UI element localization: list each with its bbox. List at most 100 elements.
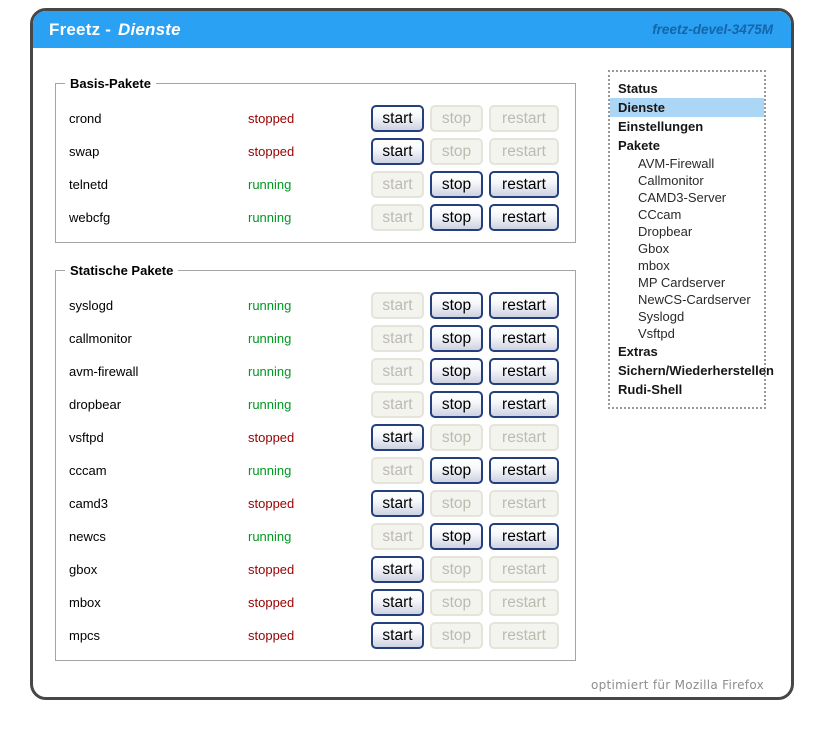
group-legend: Statische Pakete [65, 263, 179, 278]
sidebar-item-rudi-shell[interactable]: Rudi-Shell [618, 382, 683, 397]
page-title: Freetz - Dienste [49, 20, 181, 40]
service-name: callmonitor [69, 331, 132, 346]
stop-button: stop [430, 622, 483, 649]
sidebar-item-camd3-server[interactable]: CAMD3-Server [638, 190, 727, 205]
sidebar-item-newcs-cardserver[interactable]: NewCS-Cardserver [638, 292, 751, 307]
service-row: telnetd running start stop restart [69, 168, 563, 201]
page-name-label: Dienste [118, 19, 181, 39]
restart-button[interactable]: restart [489, 171, 559, 198]
action-buttons: start stop restart [371, 292, 559, 319]
stop-button: stop [430, 424, 483, 451]
restart-button: restart [489, 138, 559, 165]
start-button[interactable]: start [371, 556, 424, 583]
service-name: vsftpd [69, 430, 104, 445]
stop-button: stop [430, 556, 483, 583]
restart-button[interactable]: restart [489, 523, 559, 550]
stop-button[interactable]: stop [430, 457, 483, 484]
sidebar-item-gbox[interactable]: Gbox [638, 241, 670, 256]
service-row: callmonitor running start stop restart [69, 322, 563, 355]
stop-button[interactable]: stop [430, 325, 483, 352]
stop-button[interactable]: stop [430, 358, 483, 385]
stop-button[interactable]: stop [430, 204, 483, 231]
service-row: gbox stopped start stop restart [69, 553, 563, 586]
stop-button[interactable]: stop [430, 292, 483, 319]
sidebar-item-dienste[interactable]: Dienste [610, 98, 764, 117]
service-row: dropbear running start stop restart [69, 388, 563, 421]
service-name: dropbear [69, 397, 122, 412]
restart-button: restart [489, 556, 559, 583]
start-button[interactable]: start [371, 424, 424, 451]
start-button: start [371, 325, 424, 352]
service-status: stopped [248, 595, 295, 610]
service-row: swap stopped start stop restart [69, 135, 563, 168]
service-name: camd3 [69, 496, 109, 511]
service-status: stopped [248, 111, 295, 126]
restart-button[interactable]: restart [489, 358, 559, 385]
start-button: start [371, 171, 424, 198]
sidebar-item-einstellungen[interactable]: Einstellungen [618, 119, 704, 134]
sidebar-item-syslogd[interactable]: Syslogd [638, 309, 685, 324]
version-label: freetz-devel-3475M [652, 22, 773, 37]
sidebar-item-mp-cardserver[interactable]: MP Cardserver [638, 275, 726, 290]
service-name: newcs [69, 529, 106, 544]
restart-button[interactable]: restart [489, 325, 559, 352]
sidebar-item-avm-firewall[interactable]: AVM-Firewall [638, 156, 715, 171]
service-status: running [248, 210, 292, 225]
stop-button[interactable]: stop [430, 391, 483, 418]
title-separator: - [100, 19, 116, 39]
service-status: running [248, 463, 292, 478]
service-name: avm-firewall [69, 364, 139, 379]
start-button: start [371, 358, 424, 385]
stop-button[interactable]: stop [430, 523, 483, 550]
sidebar-item-sichern-wiederherstellen[interactable]: Sichern/Wiederherstellen [618, 363, 774, 378]
sidebar-item-mbox[interactable]: mbox [638, 258, 670, 273]
app-window: Freetz - Dienste freetz-devel-3475M Basi… [30, 8, 794, 700]
restart-button[interactable]: restart [489, 204, 559, 231]
main-column: Basis-Pakete crond stopped start stop re… [55, 70, 576, 661]
service-row: vsftpd stopped start stop restart [69, 421, 563, 454]
package-group: Basis-Pakete crond stopped start stop re… [55, 76, 576, 243]
action-buttons: start stop restart [371, 391, 559, 418]
start-button: start [371, 292, 424, 319]
restart-button[interactable]: restart [489, 457, 559, 484]
action-buttons: start stop restart [371, 358, 559, 385]
service-name: mbox [69, 595, 101, 610]
stop-button: stop [430, 589, 483, 616]
service-status: stopped [248, 496, 295, 511]
service-name: syslogd [69, 298, 114, 313]
stop-button[interactable]: stop [430, 171, 483, 198]
service-name: crond [69, 111, 102, 126]
service-row: syslogd running start stop restart [69, 289, 563, 322]
group-body: crond stopped start stop restart swap st… [69, 102, 563, 234]
sidebar-item-extras[interactable]: Extras [618, 344, 658, 359]
start-button: start [371, 457, 424, 484]
group-legend: Basis-Pakete [65, 76, 156, 91]
restart-button[interactable]: restart [489, 292, 559, 319]
start-button[interactable]: start [371, 622, 424, 649]
sidebar-item-dropbear[interactable]: Dropbear [638, 224, 693, 239]
restart-button: restart [489, 589, 559, 616]
action-buttons: start stop restart [371, 105, 559, 132]
brand-label: Freetz [49, 19, 101, 39]
start-button[interactable]: start [371, 589, 424, 616]
service-status: running [248, 298, 292, 313]
service-status: stopped [248, 430, 295, 445]
start-button[interactable]: start [371, 138, 424, 165]
service-row: camd3 stopped start stop restart [69, 487, 563, 520]
service-name: swap [69, 144, 100, 159]
package-group: Statische Pakete syslogd running start s… [55, 263, 576, 661]
restart-button[interactable]: restart [489, 391, 559, 418]
stop-button: stop [430, 138, 483, 165]
sidebar-item-pakete[interactable]: Pakete [618, 138, 660, 153]
start-button[interactable]: start [371, 490, 424, 517]
start-button[interactable]: start [371, 105, 424, 132]
sidebar-item-cccam[interactable]: CCcam [638, 207, 682, 222]
stop-button: stop [430, 105, 483, 132]
action-buttons: start stop restart [371, 523, 559, 550]
stop-button: stop [430, 490, 483, 517]
sidebar-item-callmonitor[interactable]: Callmonitor [638, 173, 704, 188]
start-button: start [371, 204, 424, 231]
service-row: mpcs stopped start stop restart [69, 619, 563, 652]
sidebar-item-status[interactable]: Status [618, 81, 658, 96]
sidebar-item-vsftpd[interactable]: Vsftpd [638, 326, 675, 341]
